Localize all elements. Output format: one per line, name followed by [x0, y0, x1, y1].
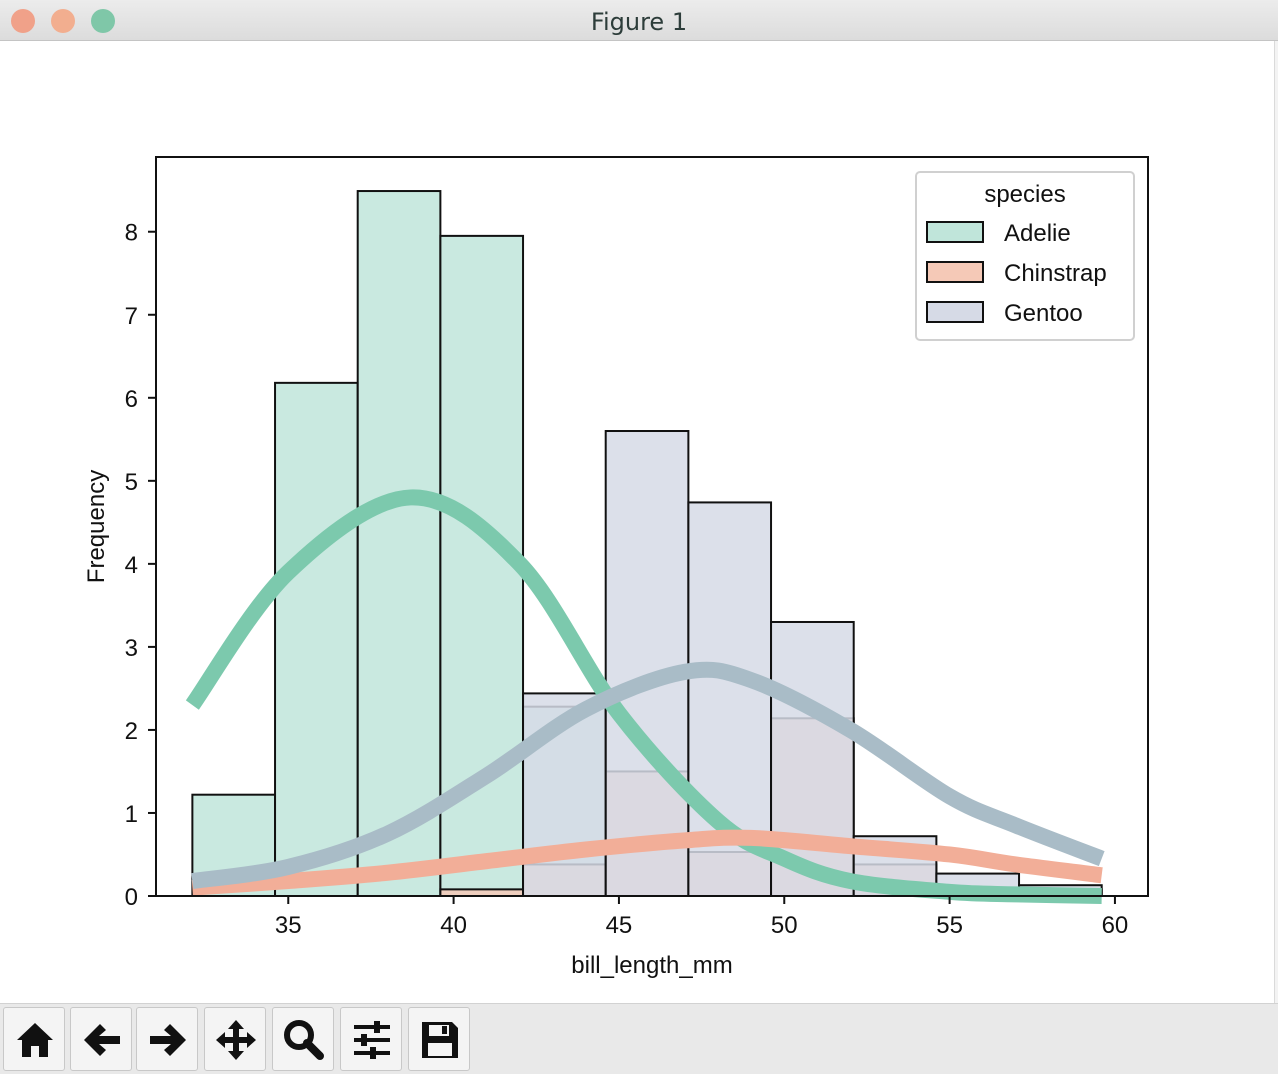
minimize-window-button[interactable] [51, 9, 75, 33]
configure-subplots-button[interactable] [340, 1007, 402, 1071]
axes-frame [155, 156, 1149, 897]
back-arrow-icon [84, 1024, 120, 1056]
kde-curves [185, 489, 1105, 904]
kde-line-adelie [185, 489, 1102, 904]
pan-button[interactable] [204, 1007, 266, 1071]
configure-subplots-icon [354, 1021, 390, 1059]
y-tick-label: 4 [125, 552, 138, 579]
legend-label-adelie: Adelie [1004, 220, 1071, 247]
title-bar[interactable]: Figure 1 [0, 0, 1278, 41]
legend: species Adelie Chinstrap Gentoo [915, 171, 1135, 341]
back-button[interactable] [70, 1007, 132, 1071]
window-title: Figure 1 [590, 8, 688, 36]
legend-label-chinstrap: Chinstrap [1004, 260, 1107, 287]
zoom-magnifier-icon [284, 1020, 324, 1060]
forward-button[interactable] [136, 1007, 198, 1071]
y-tick-label: 3 [125, 635, 138, 662]
close-window-button[interactable] [11, 9, 35, 33]
home-button[interactable] [3, 1007, 65, 1071]
x-axis-label: bill_length_mm [571, 952, 732, 979]
forward-arrow-icon [150, 1024, 186, 1056]
legend-title: species [984, 181, 1065, 208]
save-button[interactable] [408, 1007, 470, 1071]
y-tick-label: 2 [125, 718, 138, 745]
x-tick-label: 35 [275, 912, 302, 939]
legend-swatch-chinstrap [926, 261, 984, 283]
y-tick-label: 8 [125, 220, 138, 247]
navigation-toolbar [0, 1003, 1278, 1074]
y-tick-label: 0 [125, 884, 138, 911]
home-icon [17, 1023, 53, 1057]
save-disk-icon [422, 1022, 458, 1058]
y-tick-label: 6 [125, 386, 138, 413]
x-tick-label: 50 [771, 912, 798, 939]
legend-swatch-gentoo [926, 301, 984, 323]
window-right-edge [1274, 41, 1278, 1003]
y-tick-label: 1 [125, 801, 138, 828]
x-tick-label: 60 [1102, 912, 1129, 939]
maximize-window-button[interactable] [91, 9, 115, 33]
x-tick-label: 45 [606, 912, 633, 939]
y-tick-label: 7 [125, 303, 138, 330]
pan-move-icon [216, 1020, 256, 1060]
zoom-button[interactable] [272, 1007, 334, 1071]
y-axis-label: Frequency [83, 470, 110, 583]
histogram-bars [191, 190, 1103, 898]
legend-label-gentoo: Gentoo [1004, 300, 1083, 327]
bar-gentoo-5 [604, 430, 690, 897]
x-tick-label: 40 [440, 912, 467, 939]
legend-box [915, 171, 1135, 341]
bar-adelie-2 [356, 190, 442, 897]
kde-line-gentoo [191, 661, 1105, 889]
bar-adelie-1 [274, 381, 359, 897]
kde-line-chinstrap [191, 829, 1103, 896]
legend-swatch-adelie [926, 221, 984, 243]
y-tick-label: 5 [125, 469, 138, 496]
x-tick-label: 55 [936, 912, 963, 939]
